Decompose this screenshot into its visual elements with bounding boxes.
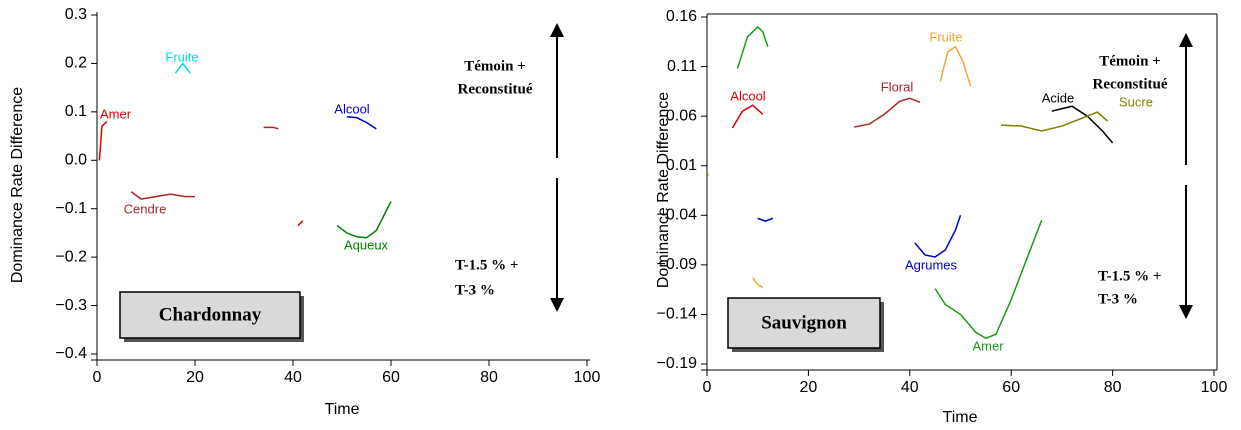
line-series: [939, 45, 972, 87]
x-tick-label: 40: [901, 379, 919, 396]
series-label: Amer: [100, 106, 132, 121]
line-series: [736, 25, 769, 69]
line-series: [934, 219, 1043, 340]
title-box: [727, 297, 881, 349]
x-tick-label: 0: [93, 369, 102, 386]
x-tick-label: 100: [1201, 379, 1228, 396]
title-box: [119, 291, 301, 339]
y-tick-label: 0.16: [666, 8, 697, 25]
series-label: Acide: [1042, 90, 1075, 105]
y-axis-label: Dominance Rate Difference: [655, 92, 672, 288]
y-tick-label: −0.14: [657, 306, 698, 323]
x-tick-label: 20: [800, 379, 818, 396]
y-tick-label: 0.1: [65, 103, 87, 120]
series-label: Alcool: [334, 101, 370, 116]
y-tick-label: 0.01: [666, 157, 697, 174]
y-tick-label: 0.3: [65, 6, 87, 23]
line-series: [757, 217, 774, 223]
line-series: [731, 104, 764, 129]
series-label: Fruite: [165, 49, 198, 64]
line-series: [1051, 105, 1114, 144]
y-tick-label: 0.0: [65, 152, 87, 169]
series-label: Agrumes: [905, 257, 958, 272]
y-tick-label: −0.1: [55, 200, 87, 217]
y-tick-label: 0.11: [667, 58, 697, 75]
series-label: Floral: [881, 79, 914, 94]
annotation: T-3 %: [455, 282, 495, 298]
line-series: [752, 277, 764, 289]
line-series: [98, 121, 108, 161]
x-tick-label: 60: [1002, 379, 1020, 396]
x-tick-label: 20: [186, 369, 204, 386]
annotation: Témoin +: [1099, 53, 1160, 69]
line-series: [297, 220, 304, 227]
line-series: [336, 201, 392, 239]
annotation: T-1.5 % +: [1098, 268, 1161, 284]
x-axis-label: Time: [943, 409, 978, 426]
x-tick-label: 0: [703, 379, 712, 396]
annotation: Reconstitué: [458, 81, 533, 97]
x-tick-label: 80: [1104, 379, 1122, 396]
series-label: Cendre: [124, 201, 167, 216]
annotation: Reconstitué: [1093, 76, 1168, 92]
y-tick-label: −0.04: [657, 207, 698, 224]
y-tick-label: 0.06: [666, 107, 697, 124]
y-tick-label: −0.09: [657, 256, 698, 273]
annotation: Témoin +: [464, 58, 525, 74]
line-series: [1001, 111, 1109, 132]
series-label: Sucre: [1119, 94, 1153, 109]
line-series: [174, 62, 191, 74]
chart-title: Chardonnay: [159, 304, 262, 325]
y-tick-label: −0.2: [55, 248, 87, 265]
y-tick-label: −0.4: [55, 345, 87, 362]
x-axis-label: Time: [325, 401, 360, 418]
series-label: Aqueux: [344, 237, 389, 252]
annotation: T-3 %: [1098, 291, 1138, 307]
x-tick-label: 40: [284, 369, 302, 386]
y-tick-label: −0.19: [657, 355, 698, 372]
x-tick-label: 60: [382, 369, 400, 386]
line-series: [130, 191, 195, 200]
series-label: Alcool: [730, 88, 766, 103]
line-series: [914, 215, 962, 258]
y-axis-label: Dominance Rate Difference: [9, 87, 26, 283]
line-series: [853, 97, 921, 128]
y-tick-label: −0.3: [55, 297, 87, 314]
series-label: Fruite: [929, 29, 962, 44]
y-tick-label: 0.2: [65, 55, 87, 72]
series-label: Amer: [972, 338, 1004, 353]
x-tick-label: 100: [574, 369, 601, 386]
annotation: T-1.5 % +: [455, 257, 518, 273]
x-tick-label: 80: [480, 369, 498, 386]
chart-title: Sauvignon: [761, 312, 847, 333]
line-series: [346, 115, 377, 130]
line-series: [263, 126, 279, 130]
